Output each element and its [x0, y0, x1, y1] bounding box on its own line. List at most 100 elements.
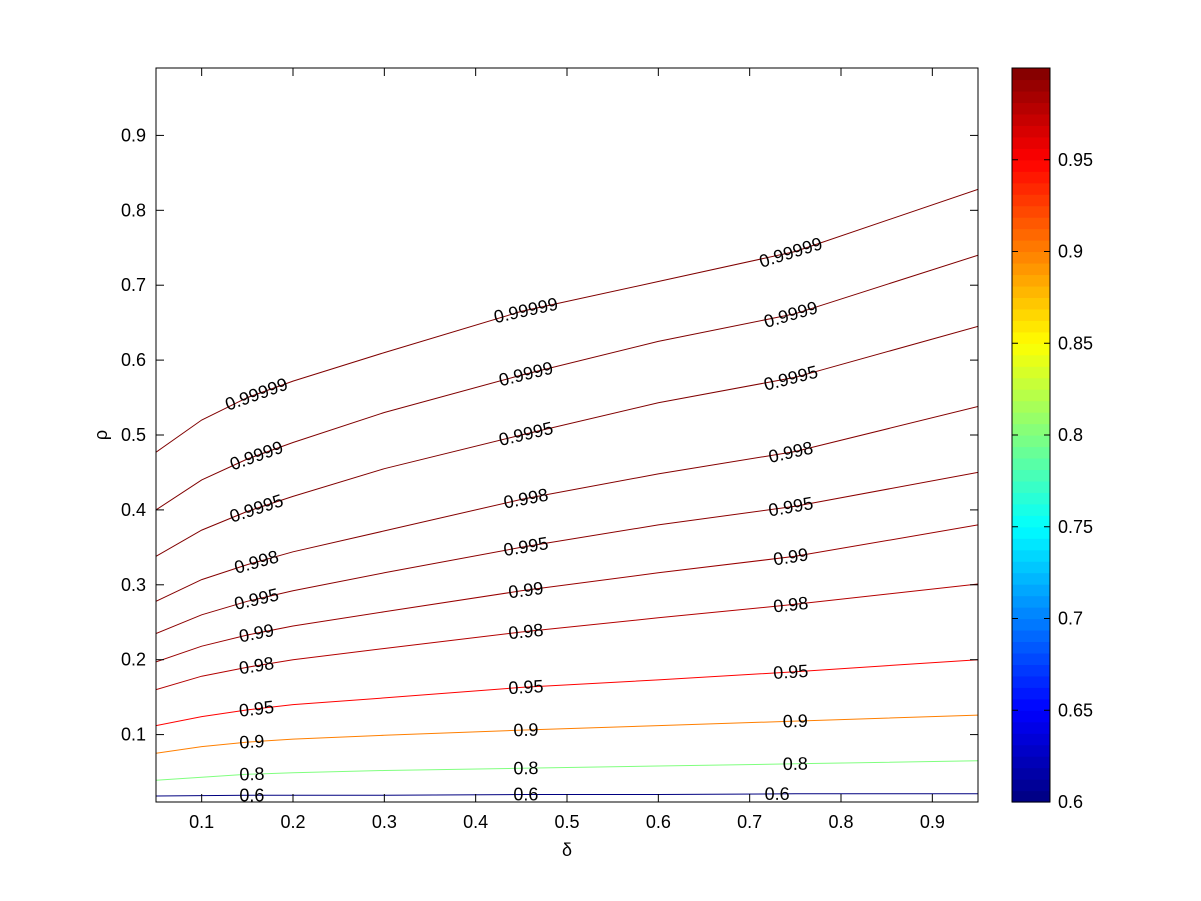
colorbar-swatch [1012, 790, 1050, 803]
colorbar-swatch [1012, 515, 1050, 528]
colorbar-swatch [1012, 194, 1050, 207]
colorbar-swatch [1012, 159, 1050, 172]
colorbar-swatch [1012, 113, 1050, 126]
colorbar-swatch [1012, 572, 1050, 585]
x-tick-label: 0.4 [463, 812, 488, 832]
colorbar-swatch [1012, 274, 1050, 287]
colorbar-swatch [1012, 320, 1050, 333]
y-tick-label: 0.2 [121, 650, 146, 670]
colorbar-tick-label: 0.7 [1058, 609, 1083, 629]
colorbar-swatch [1012, 102, 1050, 115]
contour-label: 0.95 [773, 661, 809, 683]
x-axis-label: δ [562, 840, 572, 860]
y-axis: 0.1 0.2 0.3 0.4 0.5 0.6 0.7 0.8 0.9 [121, 125, 978, 745]
colorbar-swatch [1012, 205, 1050, 218]
contour-line-0.9 [156, 714, 978, 754]
colorbar-swatch [1012, 595, 1050, 608]
contour-label: 0.6 [764, 784, 789, 804]
colorbar-swatch [1012, 561, 1050, 574]
colorbar-swatch [1012, 412, 1050, 425]
contour-label: 0.6 [239, 785, 264, 805]
contour-line-0.95 [156, 659, 978, 727]
colorbar-swatch [1012, 526, 1050, 539]
contour-label: 0.9 [513, 720, 539, 741]
contour-label: 0.6 [513, 785, 538, 805]
contour-label: 0.95 [508, 676, 544, 698]
x-tick-label: 0.6 [646, 812, 671, 832]
colorbar-swatch [1012, 423, 1050, 436]
contour-label: 0.95 [238, 697, 275, 721]
colorbar-swatch [1012, 629, 1050, 643]
colorbar-ticks: 0.6 0.65 0.7 0.75 0.8 0.85 0.9 0.95 [1012, 150, 1093, 812]
colorbar-swatch [1012, 308, 1050, 321]
colorbar-swatch [1012, 641, 1050, 654]
colorbar-swatch [1012, 354, 1050, 367]
x-tick-label: 0.8 [828, 812, 853, 832]
colorbar-swatch [1012, 607, 1050, 620]
contour-line-0.6 [156, 793, 978, 797]
y-tick-label: 0.6 [121, 350, 146, 370]
colorbar-tick-label: 0.65 [1058, 700, 1093, 720]
colorbar-swatch [1012, 377, 1050, 390]
colorbar-swatch [1012, 652, 1050, 665]
y-tick-label: 0.5 [121, 425, 146, 445]
colorbar-swatch [1012, 182, 1050, 195]
colorbar-swatch [1012, 538, 1050, 551]
colorbar-swatch [1012, 79, 1050, 92]
y-tick-label: 0.7 [121, 275, 146, 295]
colorbar-swatch [1012, 125, 1050, 138]
colorbar-swatch [1012, 240, 1050, 253]
colorbar-swatch [1012, 446, 1050, 459]
colorbar-swatch [1012, 733, 1050, 746]
colorbar-swatch [1012, 171, 1050, 184]
contour-line-0.9999 [156, 254, 978, 511]
contour-label: 0.8 [783, 754, 808, 774]
colorbar-swatch [1012, 251, 1050, 264]
contour-line-0.99 [156, 524, 978, 663]
colorbar-swatch [1012, 389, 1050, 402]
colorbar-swatch [1012, 549, 1050, 562]
colorbar-tick-label: 0.6 [1058, 792, 1083, 812]
colorbar-swatch [1012, 767, 1050, 780]
colorbar-swatch [1012, 297, 1050, 310]
y-tick-label: 0.3 [121, 575, 146, 595]
colorbar-swatch [1012, 457, 1050, 471]
colorbar-swatch [1012, 343, 1050, 356]
y-tick-label: 0.4 [121, 500, 146, 520]
contour-line-0.98 [156, 583, 978, 691]
colorbar-tick-label: 0.95 [1058, 150, 1093, 170]
contour-label: 0.98 [772, 593, 809, 617]
colorbar-swatch [1012, 228, 1050, 241]
colorbar-swatch [1012, 710, 1050, 723]
colorbar-swatch [1012, 285, 1050, 298]
colorbar-swatch [1012, 744, 1050, 757]
contour-line-0.995 [156, 471, 978, 634]
colorbar [1011, 67, 1051, 803]
colorbar-swatch [1012, 469, 1050, 482]
colorbar-swatch [1012, 400, 1050, 413]
colorbar-swatch [1012, 366, 1050, 379]
colorbar-swatch [1012, 584, 1050, 597]
y-tick-label: 0.1 [121, 725, 146, 745]
y-tick-label: 0.8 [121, 200, 146, 220]
contour-label: 0.98 [507, 620, 544, 643]
colorbar-swatch [1012, 480, 1050, 493]
contour-line-0.998 [156, 406, 978, 602]
contour-line-0.9995 [156, 325, 978, 557]
colorbar-swatch [1012, 721, 1050, 734]
colorbar-swatch [1012, 664, 1050, 677]
contour-line-0.99999 [156, 188, 978, 453]
x-tick-label: 0.2 [280, 812, 305, 832]
colorbar-swatch [1012, 262, 1050, 276]
colorbar-swatch [1012, 331, 1050, 344]
colorbar-swatch [1012, 90, 1050, 104]
colorbar-tick-label: 0.75 [1058, 517, 1093, 537]
x-axis: 0.1 0.2 0.3 0.4 0.5 0.6 0.7 0.8 0.9 [189, 68, 945, 832]
x-tick-label: 0.1 [189, 812, 214, 832]
colorbar-swatch [1012, 756, 1050, 769]
colorbar-swatch [1012, 779, 1050, 792]
colorbar-swatch [1012, 698, 1050, 711]
colorbar-swatch [1012, 148, 1050, 161]
colorbar-swatch [1012, 136, 1050, 149]
